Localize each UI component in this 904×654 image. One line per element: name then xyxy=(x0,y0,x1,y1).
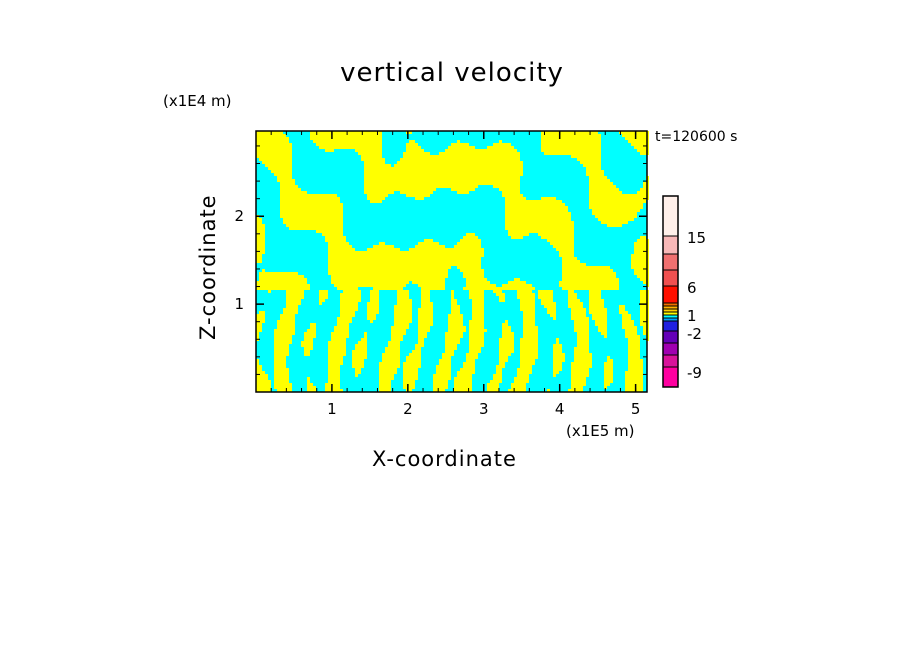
axis-ticks: 1 2 3 4 5 1 2 xyxy=(234,131,647,418)
colorbar-swatch-4 xyxy=(662,269,679,287)
colorbar: 15 6 1-2 -9 xyxy=(662,195,706,388)
colorbar-swatch-1 xyxy=(662,195,679,237)
colorbar-swatch-15 xyxy=(662,354,679,368)
colorbar-label-2: 6 xyxy=(687,279,697,297)
y-tick-label-1: 1 xyxy=(234,295,244,313)
colorbar-frame xyxy=(662,195,679,388)
colorbar-swatch-12 xyxy=(662,320,679,332)
colorbar-label-4: -2 xyxy=(687,325,702,343)
x-tick-label-1: 1 xyxy=(327,400,337,418)
x-tick-label-5: 5 xyxy=(631,400,641,418)
colorbar-swatch-14 xyxy=(662,342,679,356)
time-label: t=120600 s xyxy=(655,129,738,145)
colorbar-swatch-3 xyxy=(662,253,679,271)
x-unit-label: (x1E5 m) xyxy=(566,422,635,440)
updraft-regions xyxy=(256,131,649,392)
colorbar-label-5: -9 xyxy=(687,364,702,382)
x-tick-label-4: 4 xyxy=(555,400,565,418)
colorbar-swatch-16 xyxy=(662,366,679,388)
velocity-field xyxy=(256,131,649,392)
y-axis-label: Z-coordinate xyxy=(196,194,220,340)
colorbar-swatch-2 xyxy=(662,235,679,255)
y-tick-label-2: 2 xyxy=(234,207,244,225)
x-axis-label: X-coordinate xyxy=(372,447,517,471)
y-unit-label: (x1E4 m) xyxy=(163,92,232,110)
x-tick-label-3: 3 xyxy=(479,400,489,418)
colorbar-label-1: 15 xyxy=(687,229,706,247)
plot-frame xyxy=(255,130,648,393)
colorbar-swatch-13 xyxy=(662,330,679,344)
colorbar-label-3: 1 xyxy=(687,307,697,325)
colorbar-swatch-5 xyxy=(662,285,679,304)
x-tick-label-2: 2 xyxy=(403,400,413,418)
chart-title: vertical velocity xyxy=(340,58,564,88)
